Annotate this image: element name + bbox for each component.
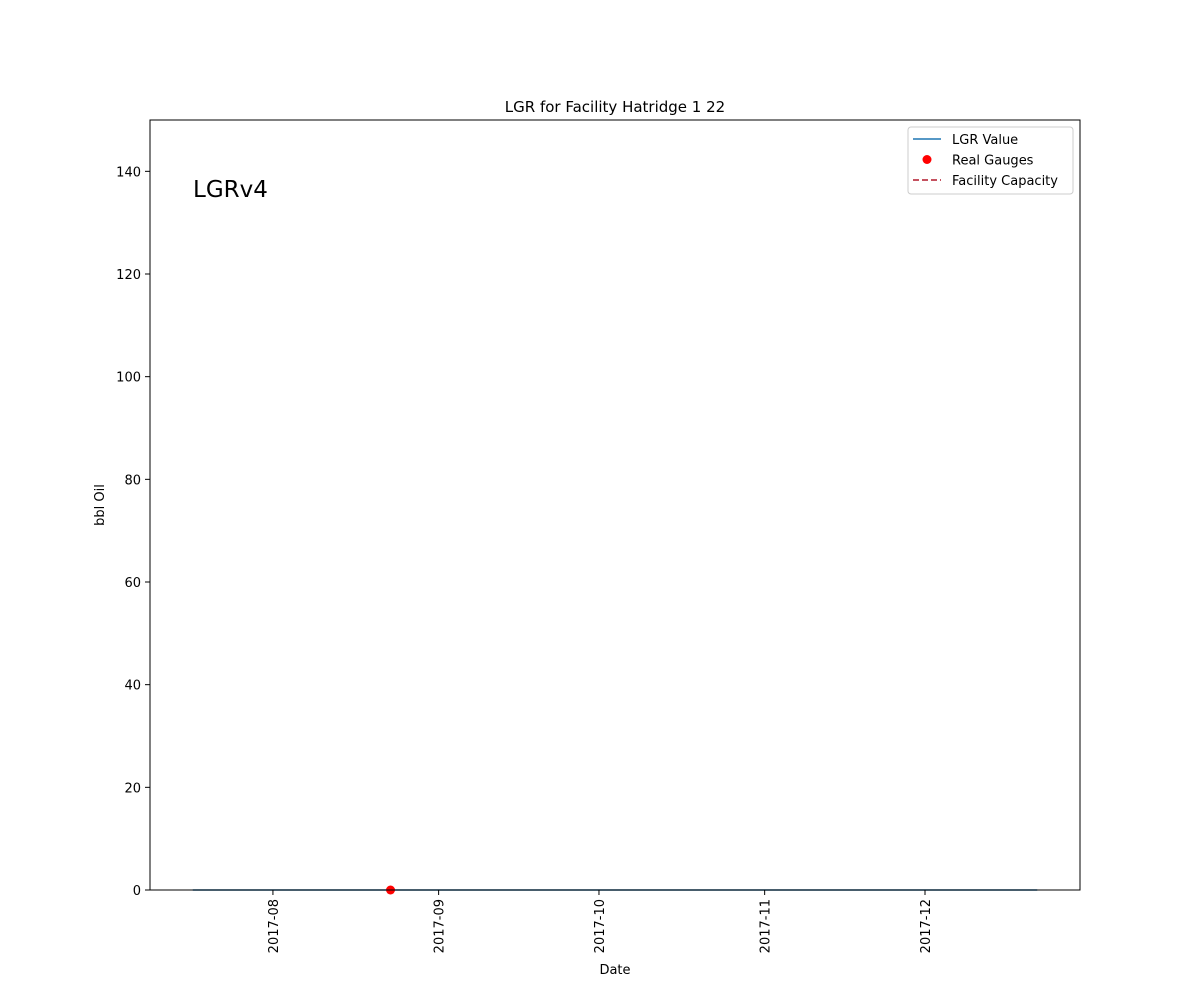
y-tick-label: 0 xyxy=(133,884,141,899)
legend-box xyxy=(907,126,1074,195)
x-axis: 2017-08 2017-09 2017-10 2017-11 2017-12 xyxy=(267,890,934,953)
legend-label: Facility Capacity xyxy=(952,174,1058,189)
y-tick-label: 80 xyxy=(124,473,141,488)
x-tick-label: 2017-10 xyxy=(593,899,608,953)
y-tick-label: 60 xyxy=(124,576,141,591)
legend-label: LGR Value xyxy=(952,133,1018,148)
plot-frame xyxy=(149,119,1081,891)
legend-label: Real Gauges xyxy=(952,154,1034,169)
legend: LGR Value Real Gauges Facility Capacity xyxy=(907,126,1074,195)
x-tick-label: 2017-11 xyxy=(759,899,774,953)
y-tick-label: 100 xyxy=(116,371,141,386)
x-tick-label: 2017-08 xyxy=(267,899,282,953)
x-axis-label: Date xyxy=(599,963,630,978)
y-tick-label: 40 xyxy=(124,679,141,694)
y-tick-label: 120 xyxy=(116,268,141,283)
y-axis-label: bbl Oil xyxy=(93,484,108,526)
y-axis: 0 20 40 60 80 100 120 140 xyxy=(116,165,150,899)
x-tick-label: 2017-12 xyxy=(919,899,934,953)
y-tick-label: 140 xyxy=(116,165,141,180)
x-tick-label: 2017-09 xyxy=(433,899,448,953)
chart-title: LGR for Facility Hatridge 1 22 xyxy=(505,98,725,116)
legend-marker-real-gauges xyxy=(922,155,932,164)
chart-annotation: LGRv4 xyxy=(193,177,268,203)
y-tick-label: 20 xyxy=(124,781,141,796)
